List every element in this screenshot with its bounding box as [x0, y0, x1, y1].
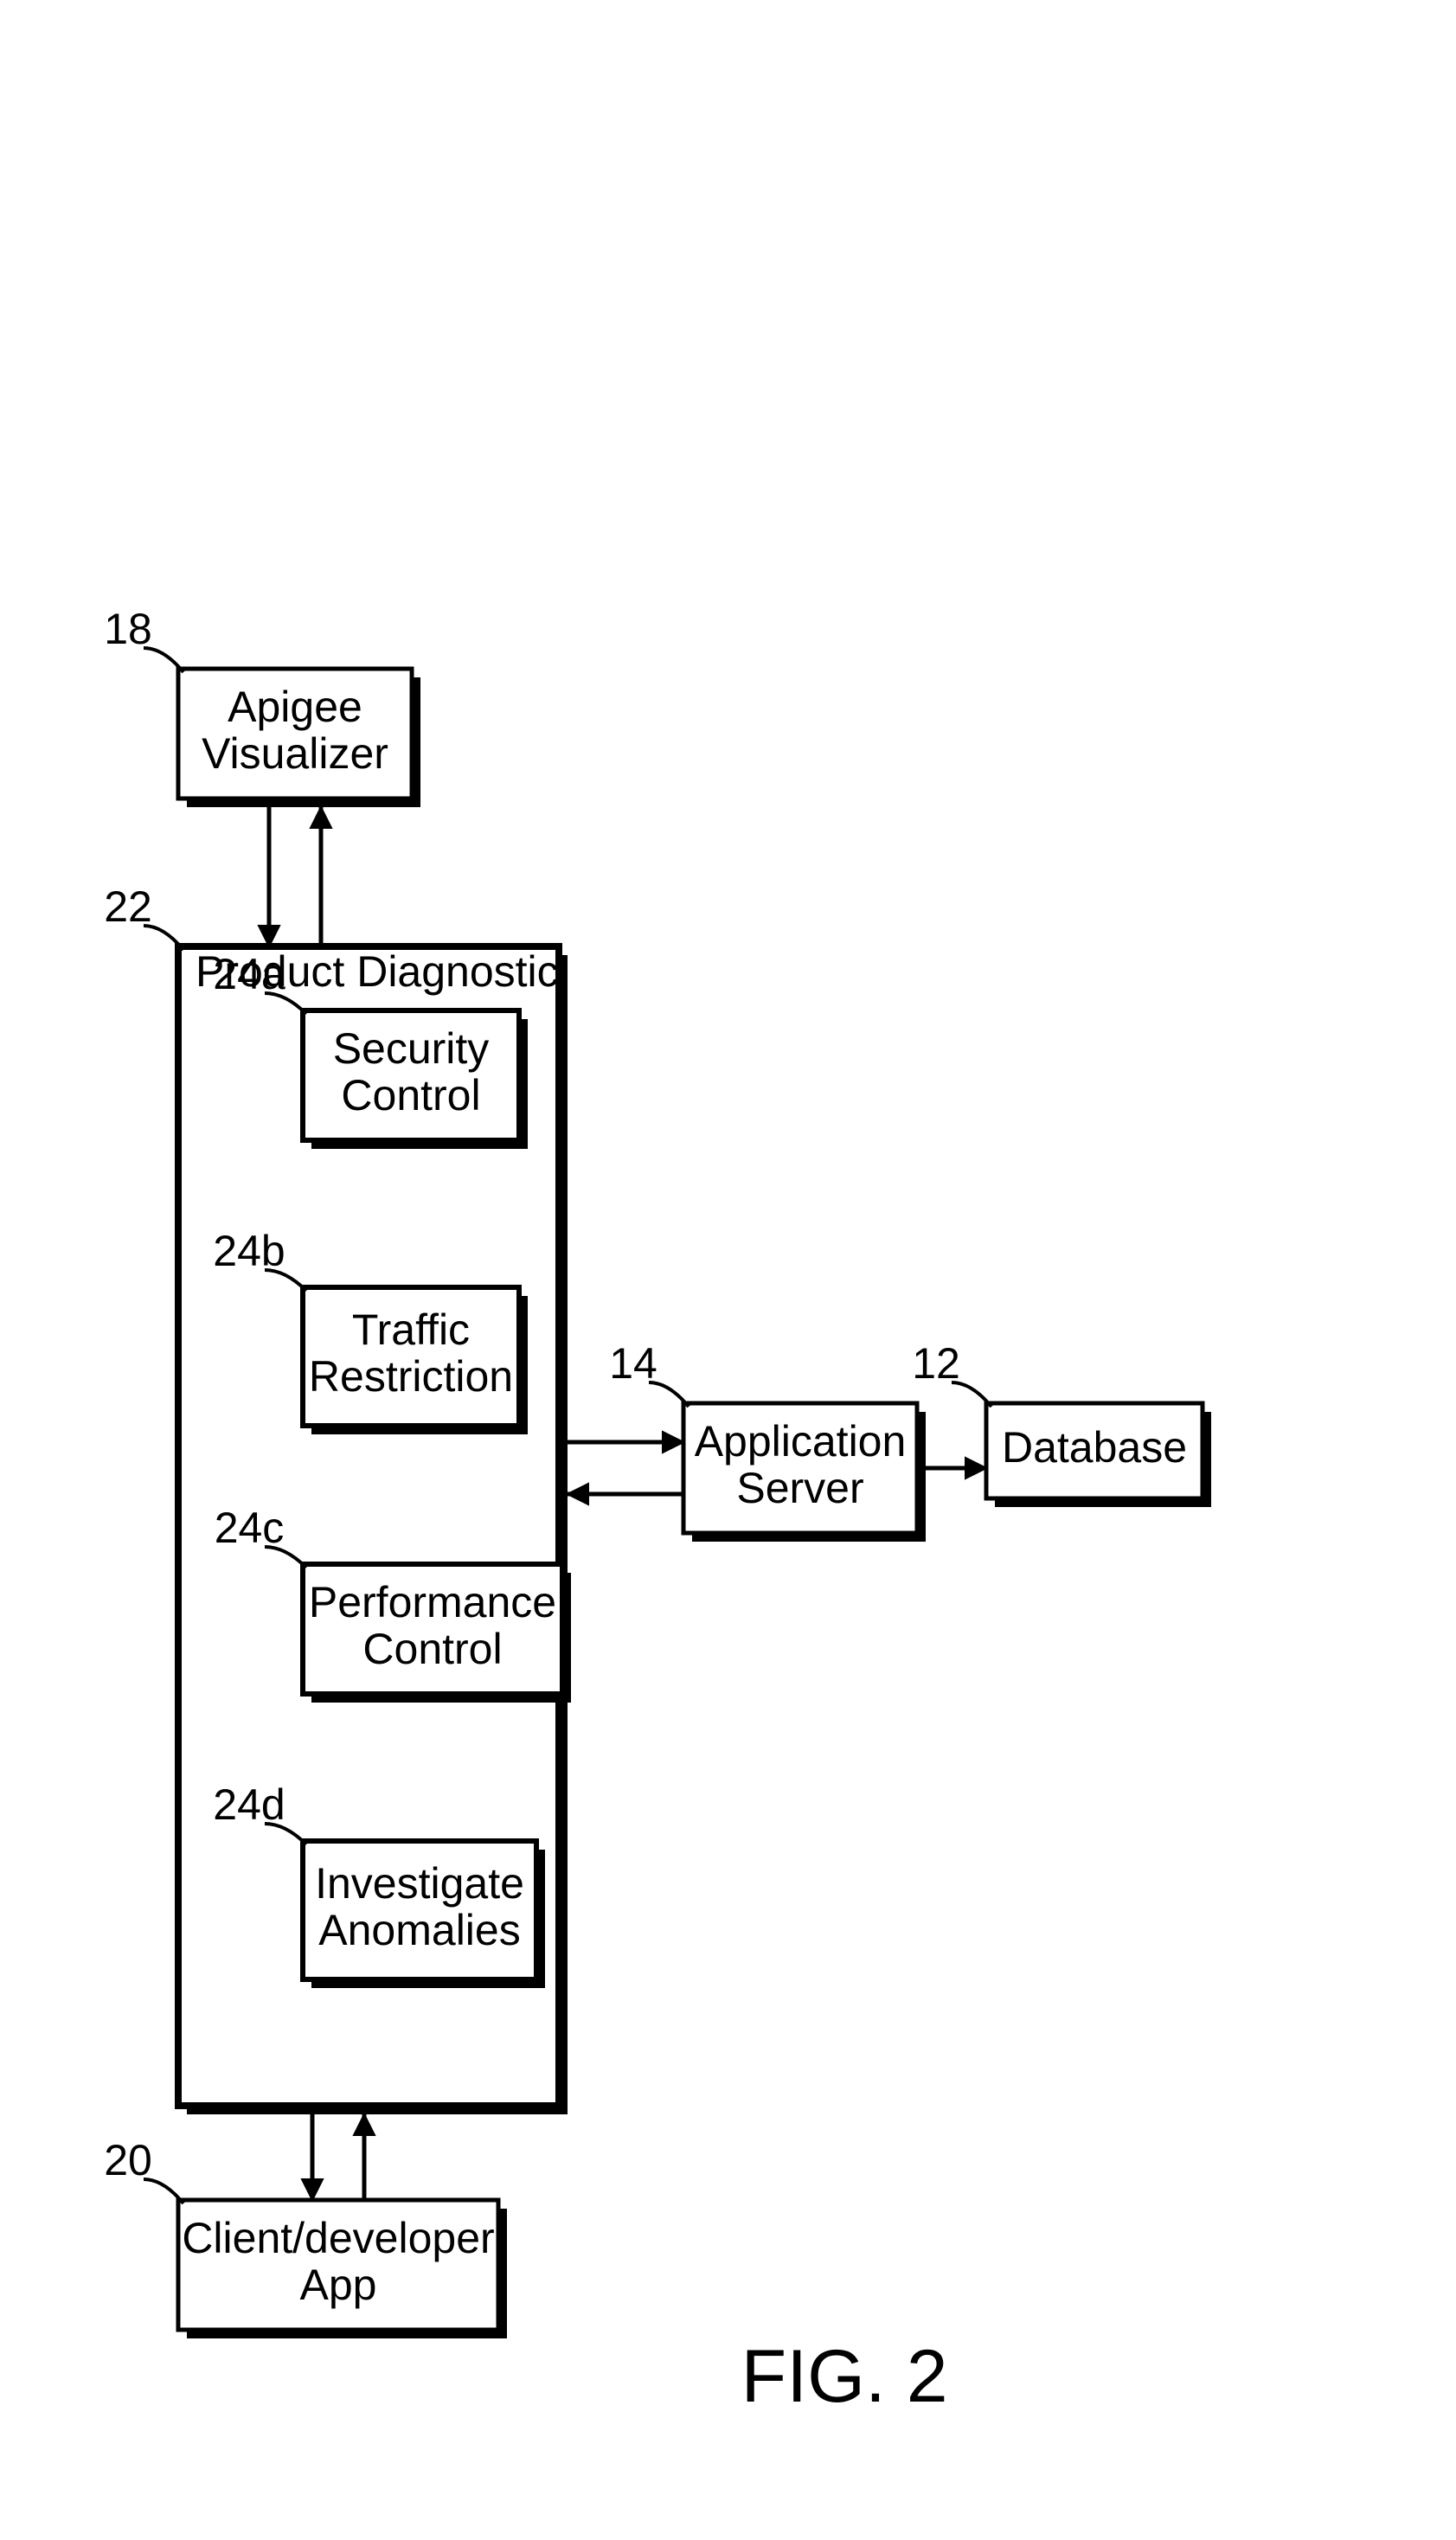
svg-text:20: 20 [104, 2136, 152, 2184]
svg-text:Investigate: Investigate [315, 1859, 524, 1908]
svg-text:Server: Server [736, 1464, 863, 1512]
svg-text:Control: Control [362, 1625, 502, 1673]
svg-text:FIG. 2: FIG. 2 [741, 2335, 948, 2418]
svg-text:Apigee: Apigee [228, 683, 362, 731]
svg-text:14: 14 [609, 1339, 657, 1388]
svg-text:Database: Database [1002, 1423, 1187, 1472]
svg-text:Performance: Performance [309, 1578, 556, 1626]
svg-text:24a: 24a [213, 950, 285, 998]
svg-text:24d: 24d [213, 1780, 285, 1829]
svg-text:Security: Security [333, 1024, 490, 1073]
svg-text:Traffic: Traffic [352, 1305, 470, 1354]
svg-text:12: 12 [912, 1339, 960, 1388]
svg-text:Application: Application [695, 1417, 907, 1466]
svg-text:18: 18 [104, 605, 152, 653]
svg-text:Anomalies: Anomalies [318, 1906, 520, 1954]
svg-text:Restriction: Restriction [309, 1352, 513, 1401]
svg-text:22: 22 [104, 882, 152, 931]
svg-text:Control: Control [341, 1071, 480, 1119]
svg-text:24b: 24b [213, 1227, 285, 1275]
svg-text:24c: 24c [215, 1504, 285, 1552]
svg-text:App: App [300, 2261, 377, 2309]
svg-text:Visualizer: Visualizer [202, 729, 388, 778]
svg-text:Client/developer: Client/developer [182, 2214, 494, 2262]
